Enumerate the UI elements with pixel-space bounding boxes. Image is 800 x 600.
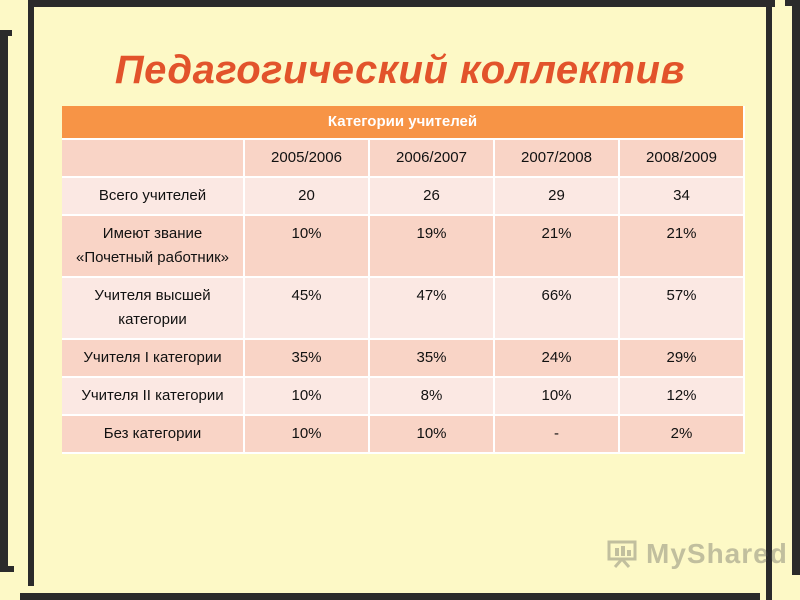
table-cell: 10% <box>244 377 370 416</box>
table-cell: 10% <box>244 215 370 278</box>
table-cell: 26 <box>369 177 495 216</box>
year-header: 2005/2006 <box>244 139 370 178</box>
table-cell: 29 <box>494 177 620 216</box>
row-label: Всего учителей <box>62 177 245 216</box>
frame-line-right-outer <box>792 0 800 575</box>
frame-line-left-inner <box>28 0 34 586</box>
table-row: Учителя I категории 35% 35% 24% 29% <box>62 339 745 378</box>
frame-line-right-inner <box>766 6 772 600</box>
table-cell: 47% <box>369 277 495 340</box>
table-row: Имеют звание «Почетный работник» 10% 19%… <box>62 215 745 278</box>
watermark-logo-text: MyShared <box>646 538 788 569</box>
table-cell: - <box>494 415 620 454</box>
row-label: Имеют звание «Почетный работник» <box>62 215 245 278</box>
table-cell: 35% <box>369 339 495 378</box>
table-cell: 21% <box>494 215 620 278</box>
table-cell: 2% <box>619 415 745 454</box>
table-row: Без категории 10% 10% - 2% <box>62 415 745 454</box>
table-row: Всего учителей 20 26 29 34 <box>62 177 745 216</box>
table-caption-row: Категории учителей <box>62 106 745 140</box>
slide-title: Педагогический коллектив <box>114 48 686 92</box>
table-cell: 21% <box>619 215 745 278</box>
table-cell: 34 <box>619 177 745 216</box>
year-header: 2006/2007 <box>369 139 495 178</box>
frame-line-left-outer <box>0 30 8 572</box>
table-caption: Категории учителей <box>62 106 745 140</box>
row-label: Учителя I категории <box>62 339 245 378</box>
table-cell: 24% <box>494 339 620 378</box>
table-cell: 66% <box>494 277 620 340</box>
year-header: 2007/2008 <box>494 139 620 178</box>
year-header-row: 2005/2006 2006/2007 2007/2008 2008/2009 <box>62 139 745 178</box>
table-cell: 45% <box>244 277 370 340</box>
empty-corner-cell <box>62 139 245 178</box>
teacher-categories-table: Категории учителей 2005/2006 2006/2007 2… <box>62 106 745 454</box>
table-cell: 10% <box>494 377 620 416</box>
table-cell: 19% <box>369 215 495 278</box>
table-cell: 12% <box>619 377 745 416</box>
row-label: Учителя высшей категории <box>62 277 245 340</box>
row-label: Учителя II категории <box>62 377 245 416</box>
table-cell: 57% <box>619 277 745 340</box>
table-cell: 10% <box>369 415 495 454</box>
watermark: MyShared <box>606 536 787 572</box>
presentation-board-icon <box>606 540 638 568</box>
table-cell: 10% <box>244 415 370 454</box>
table-cell: 35% <box>244 339 370 378</box>
frame-line-bottom <box>20 593 760 600</box>
frame-line-top <box>30 0 775 7</box>
row-label: Без категории <box>62 415 245 454</box>
table-row: Учителя высшей категории 45% 47% 66% 57% <box>62 277 745 340</box>
year-header: 2008/2009 <box>619 139 745 178</box>
table-cell: 8% <box>369 377 495 416</box>
table-row: Учителя II категории 10% 8% 10% 12% <box>62 377 745 416</box>
table-cell: 20 <box>244 177 370 216</box>
table-cell: 29% <box>619 339 745 378</box>
